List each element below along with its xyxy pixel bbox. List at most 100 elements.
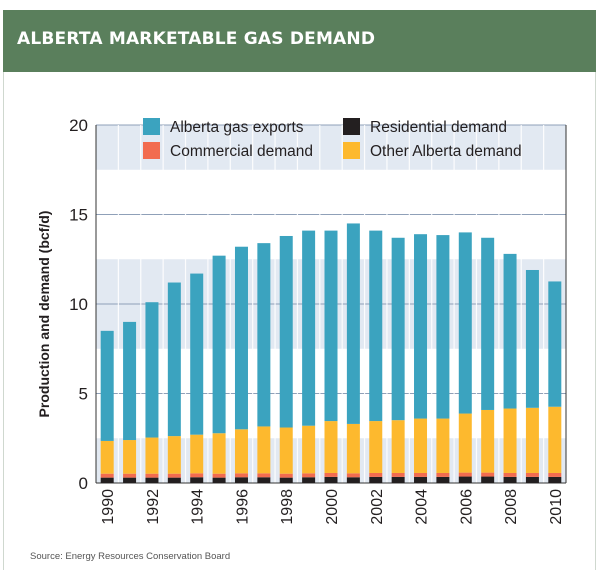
bar-2001-commercial-demand	[346, 473, 360, 478]
bar-1993-residential-demand	[167, 477, 181, 483]
bar-2006-commercial-demand	[458, 472, 472, 477]
x-tick-label-2002: 2002	[369, 489, 386, 525]
bar-2002-alberta-gas-exports	[369, 230, 383, 422]
bar-1994-other-alberta-demand	[190, 434, 204, 474]
bar-1998-alberta-gas-exports	[279, 235, 293, 428]
bar-1997-residential-demand	[257, 477, 271, 483]
bar-2010-other-alberta-demand	[548, 406, 562, 473]
bar-1990-residential-demand	[100, 477, 114, 483]
bar-2001-residential-demand	[346, 477, 360, 483]
bar-1993-other-alberta-demand	[167, 436, 181, 474]
bar-1992-commercial-demand	[145, 473, 159, 478]
bar-2009-commercial-demand	[525, 472, 539, 477]
bar-2006-residential-demand	[458, 476, 472, 483]
legend-swatch-commercial-demand	[143, 142, 160, 159]
bar-2000-other-alberta-demand	[324, 421, 338, 473]
bar-2008-other-alberta-demand	[503, 408, 517, 473]
bar-1999-residential-demand	[302, 477, 316, 483]
bar-2007-residential-demand	[481, 476, 495, 483]
bar-1993-commercial-demand	[167, 473, 181, 478]
bar-1992-other-alberta-demand	[145, 437, 159, 474]
chart-frame	[3, 72, 596, 570]
bar-1996-alberta-gas-exports	[234, 246, 248, 430]
legend-label-commercial-demand: Commercial demand	[170, 143, 313, 160]
bar-2000-commercial-demand	[324, 472, 338, 477]
x-tick-label-1996: 1996	[234, 489, 251, 525]
bar-1991-other-alberta-demand	[123, 440, 137, 474]
bar-1999-alberta-gas-exports	[302, 230, 316, 426]
x-tick-label-2004: 2004	[414, 489, 431, 525]
source-note: Source: Energy Resources Conservation Bo…	[30, 551, 231, 562]
bar-2002-commercial-demand	[369, 472, 383, 477]
bar-1990-other-alberta-demand	[100, 440, 114, 474]
bar-1998-commercial-demand	[279, 473, 293, 478]
bar-2005-other-alberta-demand	[436, 418, 450, 473]
x-tick-label-1990: 1990	[100, 489, 117, 525]
legend-swatch-alberta-gas-exports	[143, 118, 160, 135]
y-tick-label-3: 15	[69, 206, 88, 225]
bar-1992-residential-demand	[145, 477, 159, 483]
bar-2003-residential-demand	[391, 476, 405, 483]
x-tick-label-2008: 2008	[503, 489, 520, 525]
bar-2008-residential-demand	[503, 476, 517, 483]
bar-2010-residential-demand	[548, 476, 562, 483]
bar-2003-other-alberta-demand	[391, 420, 405, 473]
bar-1996-other-alberta-demand	[234, 429, 248, 474]
bar-2000-residential-demand	[324, 476, 338, 483]
bar-2003-commercial-demand	[391, 472, 405, 477]
legend-label-residential-demand: Residential demand	[370, 119, 507, 136]
bar-2004-commercial-demand	[414, 472, 428, 477]
bar-1995-other-alberta-demand	[212, 433, 226, 474]
bar-1994-alberta-gas-exports	[190, 273, 204, 435]
x-tick-label-1998: 1998	[279, 489, 296, 525]
bar-1998-other-alberta-demand	[279, 427, 293, 474]
x-tick-label-2010: 2010	[548, 489, 565, 525]
bar-1990-alberta-gas-exports	[100, 330, 114, 441]
chart-header: ALBERTA MARKETABLE GAS DEMAND	[3, 10, 596, 72]
x-tick-label-2000: 2000	[324, 489, 341, 525]
bar-1995-commercial-demand	[212, 473, 226, 478]
x-tick-label-1992: 1992	[145, 489, 162, 525]
bar-1995-alberta-gas-exports	[212, 255, 226, 434]
bar-2004-other-alberta-demand	[414, 418, 428, 473]
x-tick-label-2006: 2006	[458, 489, 475, 525]
bar-1999-commercial-demand	[302, 473, 316, 478]
bar-1994-commercial-demand	[190, 473, 204, 478]
x-tick-label-1994: 1994	[190, 489, 207, 525]
bar-2007-other-alberta-demand	[481, 409, 495, 473]
bar-2002-residential-demand	[369, 476, 383, 483]
bar-1996-commercial-demand	[234, 473, 248, 478]
bar-2007-alberta-gas-exports	[481, 237, 495, 410]
legend-label-other-alberta-demand: Other Alberta demand	[370, 143, 522, 160]
bar-2000-alberta-gas-exports	[324, 230, 338, 422]
bar-2009-residential-demand	[525, 476, 539, 483]
bar-1990-commercial-demand	[100, 473, 114, 478]
bar-2001-other-alberta-demand	[346, 423, 360, 474]
bar-1991-alberta-gas-exports	[123, 321, 137, 441]
bar-1996-residential-demand	[234, 477, 248, 483]
bar-1993-alberta-gas-exports	[167, 282, 181, 437]
background-band-2	[96, 125, 566, 170]
bar-2001-alberta-gas-exports	[346, 223, 360, 424]
bar-2010-alberta-gas-exports	[548, 281, 562, 407]
bar-2003-alberta-gas-exports	[391, 237, 405, 421]
legend-label-alberta-gas-exports: Alberta gas exports	[170, 119, 304, 136]
chart-title: ALBERTA MARKETABLE GAS DEMAND	[17, 29, 376, 49]
bar-2008-alberta-gas-exports	[503, 253, 517, 409]
bar-2009-alberta-gas-exports	[525, 269, 539, 408]
bar-1999-other-alberta-demand	[302, 425, 316, 474]
bar-2006-other-alberta-demand	[458, 413, 472, 473]
y-tick-label-0: 0	[79, 474, 88, 493]
y-tick-label-4: 20	[69, 116, 88, 135]
bar-2002-other-alberta-demand	[369, 421, 383, 473]
y-axis-label: Production and demand (bcf/d)	[36, 211, 52, 418]
y-tick-label-1: 5	[79, 385, 88, 404]
bar-1997-alberta-gas-exports	[257, 243, 271, 427]
bar-2007-commercial-demand	[481, 472, 495, 477]
bar-2008-commercial-demand	[503, 472, 517, 477]
bar-1995-residential-demand	[212, 477, 226, 483]
bar-2010-commercial-demand	[548, 472, 562, 477]
bar-2009-other-alberta-demand	[525, 407, 539, 473]
bar-1991-residential-demand	[123, 477, 137, 483]
